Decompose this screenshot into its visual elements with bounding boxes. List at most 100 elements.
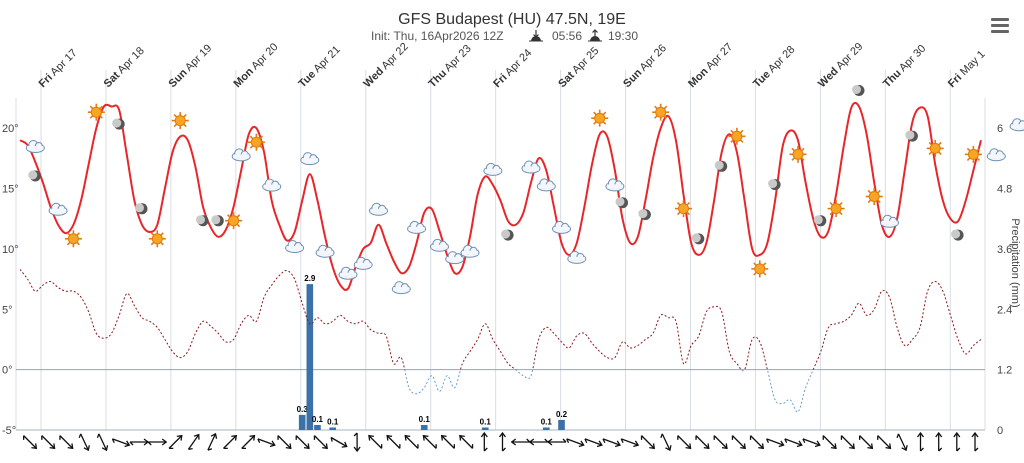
wind-arrow-shaft — [112, 438, 130, 446]
sun-ray — [791, 147, 796, 152]
wind-arrow-icon — [640, 435, 656, 450]
wind-arrow-icon — [566, 438, 585, 448]
day-labels: Fri Apr 17 Sat Apr 18 Sun Apr 19 Mon Apr 20… — [37, 41, 988, 90]
wind-arrow-barb — [713, 435, 715, 440]
day-label-date: Apr 21 — [310, 44, 343, 77]
right-axis-tick: 3.6 — [997, 244, 1012, 256]
weather-moon-icon — [112, 118, 125, 130]
sun-ray — [686, 202, 691, 206]
chart-subtitle-init: Init: Thu, 16Apr2026 12Z — [371, 29, 504, 43]
wind-arrow-icon — [257, 438, 276, 448]
wind-arrow-head — [685, 443, 692, 450]
sun-ray — [654, 105, 658, 110]
wind-arrow-barb — [544, 438, 549, 443]
wind-arrow-head — [161, 438, 168, 446]
wind-arrow-head — [459, 434, 465, 441]
weather-sun-icon — [64, 230, 82, 248]
day-label: Fri Apr 17 — [37, 47, 80, 90]
weather-cloud-icon — [1009, 118, 1024, 132]
cloud-fill — [484, 168, 501, 173]
weather-cloud-icon — [391, 281, 411, 295]
wind-arrow-barb — [526, 438, 531, 443]
sun-ray — [730, 129, 734, 134]
wind-arrow-head — [633, 440, 640, 448]
day-label-date: Apr 30 — [895, 43, 928, 76]
cloud-fill — [50, 208, 67, 213]
sun-ray — [791, 157, 796, 161]
wind-arrow-icon — [422, 434, 437, 449]
left-axis-tick: 15° — [2, 184, 19, 196]
wind-arrow-icon — [223, 434, 238, 450]
wind-arrow-barb — [562, 438, 567, 443]
wind-arrow-icon — [695, 435, 710, 450]
wind-arrow-icon — [386, 434, 401, 449]
sun-ray — [676, 211, 681, 216]
sun-ray — [829, 211, 834, 216]
wind-arrow-barb — [399, 444, 401, 449]
weather-cloud-icon — [460, 244, 480, 258]
sun-ray — [150, 232, 155, 236]
wind-arrow-head — [740, 443, 746, 450]
sun-ray — [762, 262, 767, 266]
weather-cloud-icon — [315, 244, 335, 258]
wind-arrow-shaft — [295, 435, 310, 449]
moon-light — [813, 215, 823, 225]
weather-moon-icon — [28, 170, 41, 182]
weather-sun-icon — [87, 103, 105, 121]
wind-arrow-shaft — [584, 438, 603, 446]
wind-arrow-barb — [584, 438, 588, 444]
sun-disc — [655, 106, 667, 118]
wind-arrow-shaft — [241, 435, 255, 449]
sun-ray — [676, 202, 681, 206]
wind-arrow-shaft — [459, 435, 474, 449]
wind-arrow-head — [285, 443, 292, 450]
wind-arrow-shaft — [223, 435, 237, 449]
weather-cloud-icon — [552, 220, 571, 234]
left-axis-tick: 5° — [2, 304, 13, 316]
wind-arrow-head — [614, 440, 621, 448]
sun-ray — [686, 211, 691, 216]
wind-arrow-head — [916, 431, 925, 438]
weather-sun-icon — [171, 112, 189, 130]
wind-arrow-icon — [330, 436, 348, 448]
wind-arrow-shaft — [187, 434, 200, 450]
wind-arrow-icon — [546, 438, 567, 446]
cloud-fill — [1011, 124, 1024, 129]
weather-cloud-icon — [25, 140, 45, 153]
weather-cloud-icon — [605, 178, 625, 192]
day-label: Mon Apr 27 — [686, 41, 735, 90]
weather-moon-icon — [852, 85, 865, 96]
wind-arrow-head — [830, 443, 837, 450]
sun-ray — [966, 147, 971, 152]
wind-arrow-icon — [22, 435, 38, 450]
weather-sun-icon — [865, 188, 883, 205]
sun-ray — [928, 141, 933, 146]
wind-arrow-icon — [207, 432, 218, 451]
hamburger-menu-icon[interactable] — [991, 18, 1009, 34]
wind-arrow-icon — [660, 433, 672, 452]
weather-moon-icon — [211, 215, 224, 227]
wind-arrow-icon — [78, 433, 90, 452]
wind-arrow-head — [480, 431, 488, 438]
precip-bar-label: 0.1 — [480, 417, 492, 426]
sun-ray — [227, 214, 231, 218]
moon-light — [691, 233, 701, 243]
sun-ray — [160, 232, 164, 236]
sun-ray — [877, 199, 881, 204]
wind-arrow-icon — [620, 438, 640, 448]
weather-sun-icon — [675, 200, 692, 218]
wind-arrow-head — [67, 443, 74, 450]
wind-arrow-barb — [453, 444, 456, 449]
sun-ray — [938, 141, 942, 146]
wind-arrow-shaft — [897, 433, 907, 451]
weather-sun-icon — [789, 145, 807, 163]
weather-sun-icon — [652, 103, 670, 121]
cloud-fill — [462, 250, 478, 255]
wind-arrow-shaft — [313, 435, 328, 449]
wind-arrow-barb — [858, 435, 861, 440]
wind-arrow-barb — [502, 447, 506, 452]
weather-cloud-icon — [430, 238, 449, 252]
wind-arrow-head — [596, 440, 603, 448]
day-label: Sun Apr 26 — [621, 42, 669, 90]
